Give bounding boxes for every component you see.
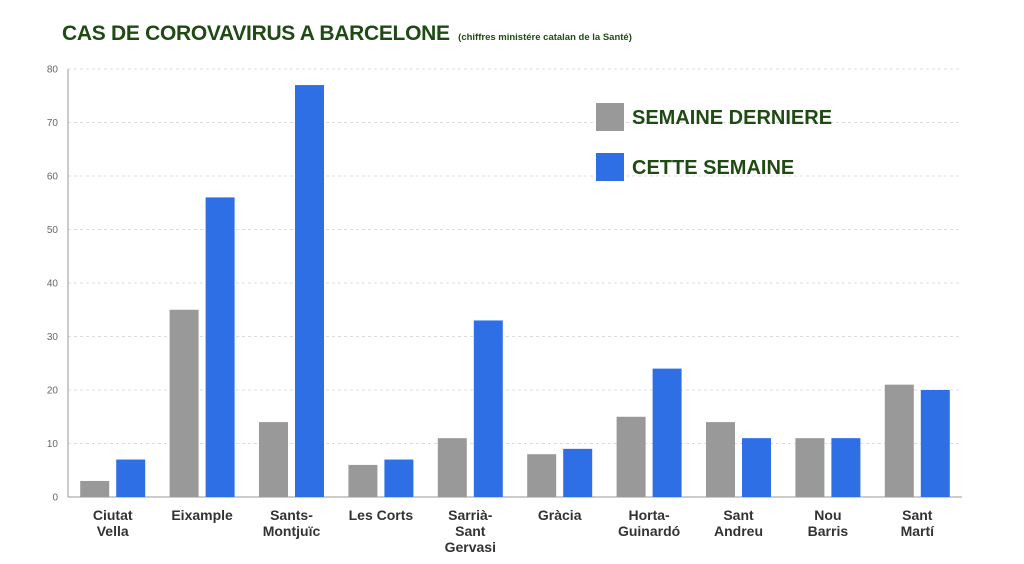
- bar-current-week: [473, 320, 503, 497]
- bar-previous-week: [616, 416, 646, 497]
- x-category-label-line: Martí: [901, 523, 936, 539]
- bar-previous-week: [348, 464, 378, 497]
- x-category-label-line: Barris: [808, 523, 849, 539]
- category-labels: Ciutat Vella Eixample Sants-Montjuïc Les Cor…: [93, 507, 935, 555]
- x-category-label-line: Nou: [814, 507, 841, 523]
- x-category-label-line: Sant: [455, 523, 486, 539]
- bar-previous-week: [80, 480, 110, 497]
- bar-current-week: [920, 390, 950, 497]
- x-category-label-line: Eixample: [171, 507, 233, 523]
- y-tick-label: 80: [47, 65, 59, 76]
- x-category-label: Les Corts: [349, 507, 414, 523]
- x-category-label: Eixample: [171, 507, 233, 523]
- bar-current-week: [205, 197, 235, 497]
- bar-previous-week: [437, 438, 467, 497]
- bar-previous-week: [884, 384, 914, 497]
- x-category-label-line: Horta-: [628, 507, 670, 523]
- bar-current-week: [831, 438, 861, 497]
- bar-current-week: [742, 438, 771, 497]
- bar-previous-week: [795, 438, 825, 497]
- legend-label: SEMAINE DERNIERE: [632, 107, 832, 129]
- x-category-label: Sarrià-Sant Gervasi: [445, 507, 496, 555]
- x-category-label-line: Montjuïc: [263, 523, 321, 539]
- x-category-label-line: Sant: [902, 507, 933, 523]
- y-tick-label: 30: [47, 332, 59, 343]
- x-category-label: Nou Barris: [808, 507, 849, 539]
- bar-current-week: [295, 85, 324, 498]
- bar-current-week: [563, 448, 593, 497]
- x-category-label: Gràcia: [538, 507, 582, 523]
- y-tick-label: 70: [47, 118, 59, 129]
- x-category-label-line: Sants-: [270, 507, 313, 523]
- bar-previous-week: [527, 454, 557, 497]
- y-tick-label: 40: [47, 279, 59, 290]
- x-category-label-line: Vella: [97, 523, 129, 539]
- x-category-label: Horta-Guinardó: [618, 507, 680, 539]
- chart-title-block: CAS DE COROVAVIRUS A BARCELONE (chiffres…: [62, 22, 632, 46]
- x-category-label-line: Andreu: [714, 523, 763, 539]
- x-category-label: Ciutat Vella: [93, 507, 133, 539]
- x-category-label-line: Sant: [723, 507, 754, 523]
- y-tick-label: 60: [47, 172, 59, 183]
- y-tick-label: 20: [47, 386, 59, 397]
- x-category-label: Sants-Montjuïc: [263, 507, 321, 539]
- bar-current-week: [652, 368, 682, 497]
- bar-previous-week: [706, 422, 735, 497]
- bar-current-week: [116, 459, 146, 497]
- x-category-label-line: Les Corts: [349, 507, 414, 523]
- chart-title: CAS DE COROVAVIRUS A BARCELONE: [62, 22, 450, 45]
- y-tick-label: 0: [52, 493, 58, 504]
- bar-current-week: [384, 459, 414, 497]
- x-category-label-line: Ciutat: [93, 507, 133, 523]
- legend-swatch: [596, 103, 624, 131]
- x-category-label-line: Guinardó: [618, 523, 680, 539]
- x-category-label: Sant Martí: [901, 507, 936, 539]
- y-tick-label: 10: [47, 439, 59, 450]
- x-category-label-line: Gervasi: [445, 539, 496, 555]
- legend-label: CETTE SEMAINE: [632, 157, 794, 179]
- bars: [80, 85, 950, 498]
- bar-previous-week: [169, 309, 199, 497]
- x-category-label-line: Sarrià-: [448, 507, 493, 523]
- legend-swatch: [596, 153, 624, 181]
- x-category-label-line: Gràcia: [538, 507, 582, 523]
- legend: SEMAINE DERNIERE CETTE SEMAINE: [596, 103, 832, 181]
- y-tick-label: 50: [47, 225, 59, 236]
- chart-subtitle: (chiffres ministére catalan de la Santé): [458, 32, 632, 43]
- x-category-label: Sant Andreu: [714, 507, 763, 539]
- bar-previous-week: [259, 422, 288, 497]
